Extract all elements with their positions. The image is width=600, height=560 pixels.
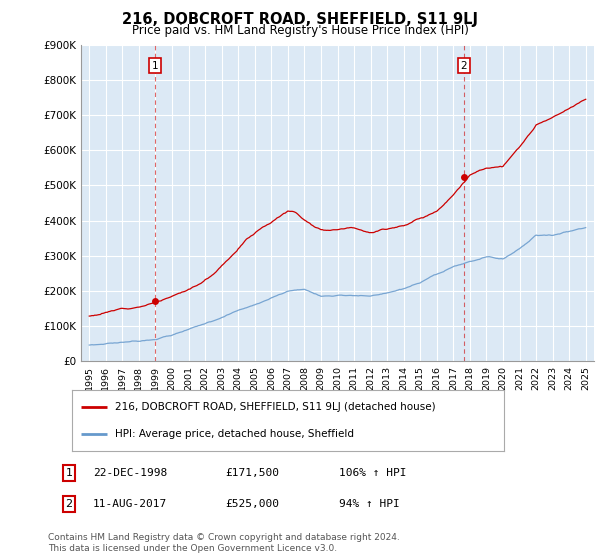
Text: 2: 2 [65,499,73,509]
Text: 2: 2 [460,61,467,71]
Text: £525,000: £525,000 [225,499,279,509]
Text: 11-AUG-2017: 11-AUG-2017 [93,499,167,509]
Text: 22-DEC-1998: 22-DEC-1998 [93,468,167,478]
Text: 106% ↑ HPI: 106% ↑ HPI [339,468,407,478]
Text: 216, DOBCROFT ROAD, SHEFFIELD, S11 9LJ (detached house): 216, DOBCROFT ROAD, SHEFFIELD, S11 9LJ (… [115,402,436,412]
Text: 1: 1 [151,61,158,71]
Text: Contains HM Land Registry data © Crown copyright and database right 2024.
This d: Contains HM Land Registry data © Crown c… [48,533,400,553]
Text: 1: 1 [65,468,73,478]
Text: £171,500: £171,500 [225,468,279,478]
Text: HPI: Average price, detached house, Sheffield: HPI: Average price, detached house, Shef… [115,430,354,440]
Text: 216, DOBCROFT ROAD, SHEFFIELD, S11 9LJ: 216, DOBCROFT ROAD, SHEFFIELD, S11 9LJ [122,12,478,27]
Text: 94% ↑ HPI: 94% ↑ HPI [339,499,400,509]
Text: Price paid vs. HM Land Registry's House Price Index (HPI): Price paid vs. HM Land Registry's House … [131,24,469,36]
